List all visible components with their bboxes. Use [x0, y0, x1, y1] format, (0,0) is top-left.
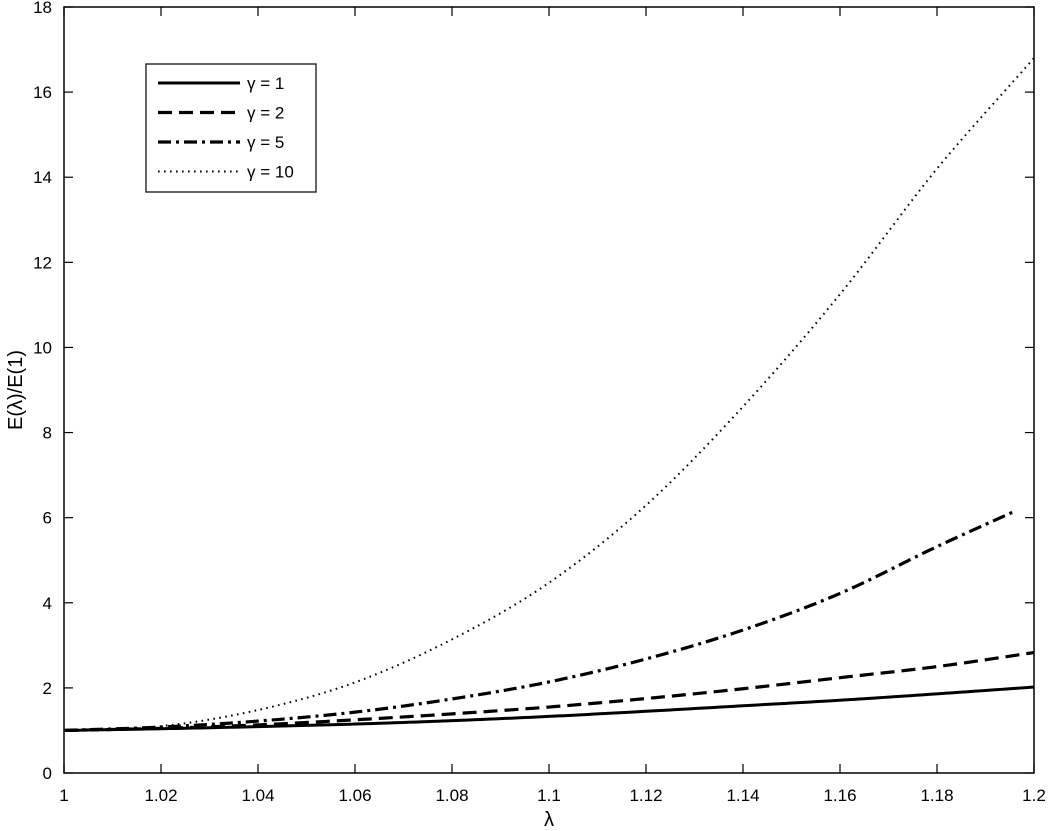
x-axis-title: λ: [544, 809, 554, 831]
x-tick-label: 1.12: [629, 786, 662, 805]
y-tick-label: 0: [43, 764, 52, 783]
legend-label-1: γ = 1: [247, 74, 284, 93]
x-tick-label: 1: [59, 786, 68, 805]
y-tick-label: 6: [43, 509, 52, 528]
x-tick-label: 1.02: [144, 786, 177, 805]
y-tick-label: 10: [33, 338, 52, 357]
y-tick-label: 14: [33, 168, 52, 187]
y-tick-label: 18: [33, 0, 52, 17]
x-tick-label: 1.08: [435, 786, 468, 805]
y-tick-label: 8: [43, 424, 52, 443]
series-line-4: [63, 57, 1035, 732]
legend-label-2: γ = 2: [247, 104, 284, 123]
series-line-1: [63, 685, 1035, 732]
x-tick-label: 1.16: [823, 786, 856, 805]
ticks-layer: 1 1.02 1.04 1.06 1.08 1.1 1.12 1.14 1.16 1.18 1.2 0…: [33, 0, 1046, 805]
x-tick-label: 1.18: [920, 786, 953, 805]
legend: γ = 1 γ = 2 γ = 5 γ = 10: [145, 63, 317, 193]
y-tick-label: 2: [43, 679, 52, 698]
y-axis-title: E(λ)/E(1): [5, 350, 27, 430]
x-tick-label: 1.14: [726, 786, 759, 805]
x-tick-label: 1.1: [537, 786, 561, 805]
x-tick-label: 1.06: [338, 786, 371, 805]
x-tick-label: 1.04: [241, 786, 274, 805]
legend-label-4: γ = 10: [247, 163, 294, 182]
y-tick-label: 4: [43, 594, 52, 613]
series-line-3: [63, 509, 1016, 733]
y-tick-label: 12: [33, 253, 52, 272]
y-tick-label: 16: [33, 83, 52, 102]
series-layer: [63, 57, 1035, 733]
x-tick-label: 1.2: [1022, 786, 1046, 805]
series-line-2: [63, 650, 1035, 733]
legend-label-3: γ = 5: [247, 133, 284, 152]
